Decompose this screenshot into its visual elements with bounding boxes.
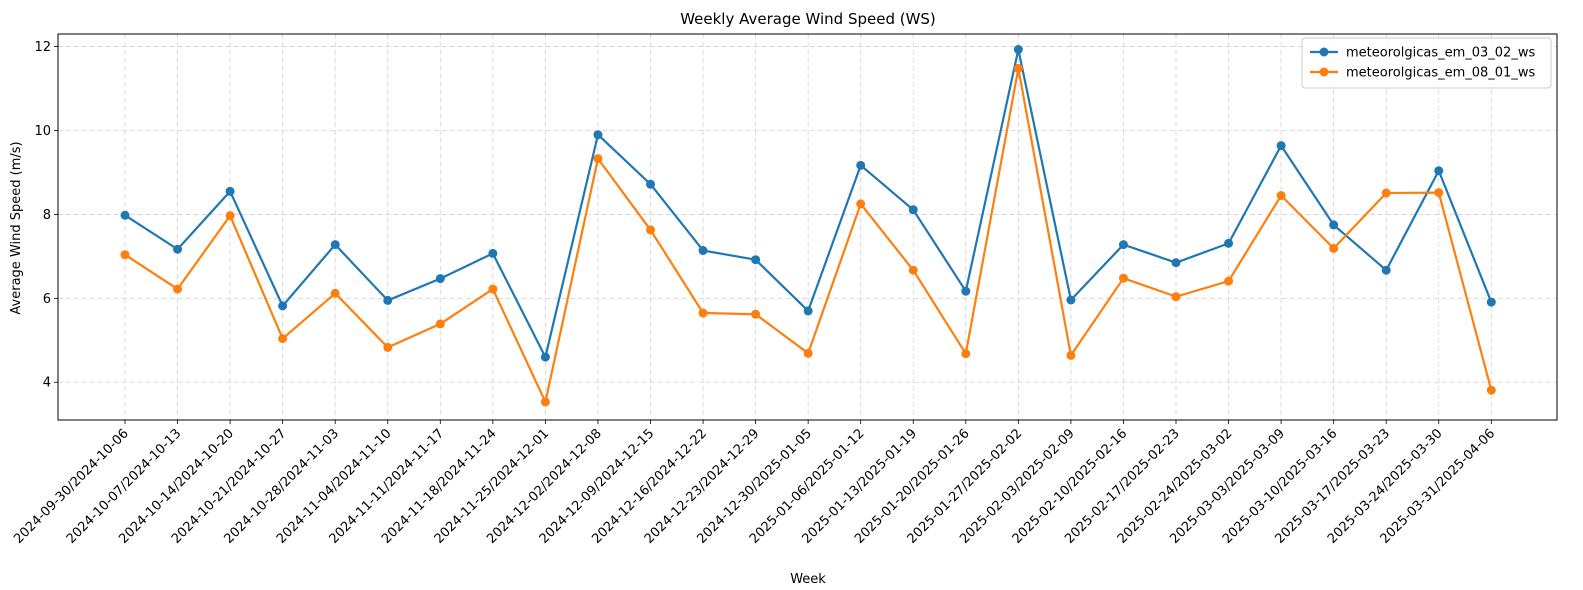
data-point	[751, 255, 761, 265]
data-point	[646, 225, 655, 235]
data-point	[120, 210, 130, 220]
plot-frame	[57, 33, 1558, 421]
y-tick-label: 4	[43, 376, 51, 391]
data-point	[488, 284, 498, 294]
data-point	[1171, 258, 1181, 268]
y-tick-label: 10	[34, 124, 51, 139]
x-axis-label: Week	[790, 572, 826, 587]
data-point	[961, 349, 971, 359]
data-point	[1329, 243, 1339, 253]
y-axis-label: Average Wind Speed (m/s)	[9, 141, 24, 314]
data-point	[1224, 276, 1234, 286]
axes: 2024-09-30/2024-10-062024-10-07/2024-10-…	[11, 33, 1558, 547]
data-point	[908, 205, 918, 215]
data-point	[225, 186, 235, 196]
data-point	[278, 301, 288, 311]
data-point	[856, 160, 866, 170]
chart-title: Weekly Average Wind Speed (WS)	[680, 10, 936, 28]
data-point	[435, 274, 445, 284]
series-meteorolgicas_em_03_02_ws	[120, 45, 1496, 362]
data-point	[593, 130, 603, 140]
data-point	[173, 284, 183, 294]
data-point	[1329, 220, 1339, 230]
y-tick-label: 8	[43, 208, 51, 223]
data-point	[1486, 297, 1496, 307]
data-point	[540, 397, 550, 407]
data-point	[1276, 191, 1286, 201]
data-point	[1013, 63, 1023, 73]
data-point	[330, 240, 340, 250]
y-tick-label: 12	[34, 40, 51, 55]
data-point	[540, 352, 550, 362]
data-point	[1276, 141, 1286, 151]
data-point	[330, 288, 340, 298]
data-point	[278, 334, 288, 344]
data-point	[961, 286, 971, 296]
y-tick-label: 6	[43, 292, 51, 307]
legend: meteorolgicas_em_03_02_ws meteorolgicas_e…	[1301, 37, 1552, 89]
data-point	[1066, 350, 1076, 360]
data-point	[1224, 238, 1234, 248]
legend-entry: meteorolgicas_em_03_02_ws	[1346, 46, 1535, 61]
data-point	[1118, 273, 1128, 283]
legend-marker	[1319, 67, 1329, 77]
data-point	[120, 250, 130, 260]
data-point	[803, 306, 813, 316]
data-point	[1434, 166, 1444, 176]
data-point	[1486, 385, 1496, 395]
data-point	[383, 295, 393, 305]
data-point	[383, 342, 393, 352]
data-point	[593, 154, 603, 164]
legend-box	[1301, 37, 1552, 89]
data-point	[698, 308, 708, 318]
series-layer	[120, 45, 1496, 407]
legend-entry: meteorolgicas_em_08_01_ws	[1346, 66, 1535, 81]
data-point	[751, 309, 761, 319]
data-point	[173, 244, 183, 254]
data-point	[1381, 265, 1391, 275]
data-point	[856, 199, 866, 209]
data-point	[646, 179, 655, 189]
data-point	[435, 319, 445, 329]
data-point	[803, 348, 813, 358]
data-point	[1381, 188, 1391, 198]
data-point	[488, 248, 498, 258]
data-point	[225, 211, 235, 221]
data-point	[1434, 188, 1444, 198]
data-point	[1066, 295, 1076, 305]
series-meteorolgicas_em_08_01_ws	[120, 63, 1496, 407]
data-point	[698, 245, 708, 255]
data-point	[1013, 45, 1023, 55]
data-point	[1118, 240, 1128, 250]
legend-marker	[1319, 47, 1329, 57]
data-point	[908, 265, 918, 275]
data-point	[1171, 292, 1181, 302]
